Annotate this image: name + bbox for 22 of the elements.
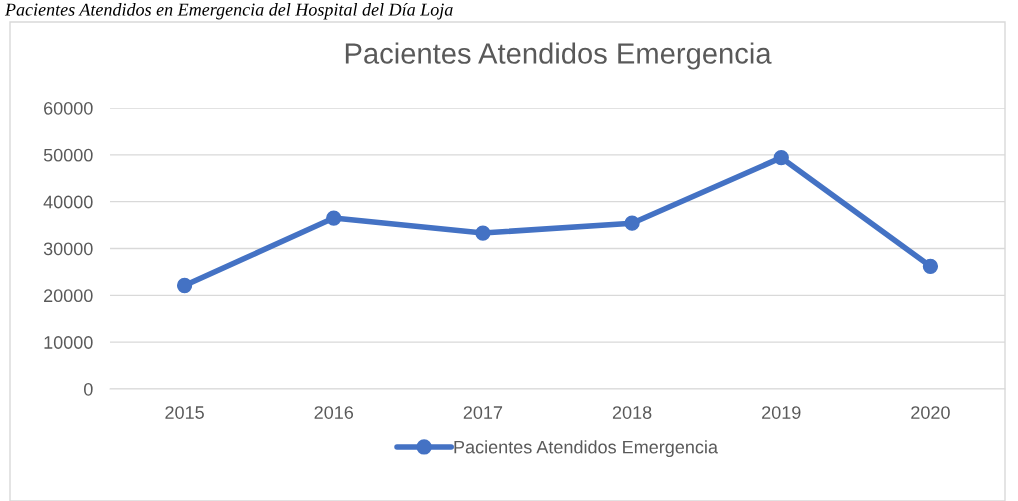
y-tick-label: 30000: [43, 242, 93, 256]
point: [326, 210, 342, 226]
y-tick-label: 40000: [43, 195, 93, 209]
chart-title: Pacientes Atendidos Emergencia: [345, 42, 772, 70]
x-tick-label: 2016: [314, 406, 354, 419]
x-tick-label: 2019: [762, 406, 801, 419]
y-tick-label: 60000: [44, 101, 93, 115]
y-tick-label: 50000: [43, 148, 93, 162]
y-tick-label: 0: [84, 382, 93, 396]
point: [176, 277, 193, 294]
point: [624, 215, 640, 231]
y-tick-label: 20000: [44, 289, 93, 303]
x-tick-label: 2018: [612, 406, 652, 419]
x-tick-label: 2017: [463, 406, 503, 419]
x-tick-label: 2020: [911, 406, 950, 419]
point: [475, 225, 491, 241]
point: [773, 150, 789, 166]
text: Pacientes Atendidos en Emergencia del Hospital del Día Loja: [4, 3, 453, 20]
legend-label: Pacientes Atendidos Emergencia: [454, 440, 718, 458]
x-tick-label: 2015: [165, 406, 204, 419]
point: [922, 258, 939, 274]
y-tick-label: 10000: [44, 336, 93, 349]
